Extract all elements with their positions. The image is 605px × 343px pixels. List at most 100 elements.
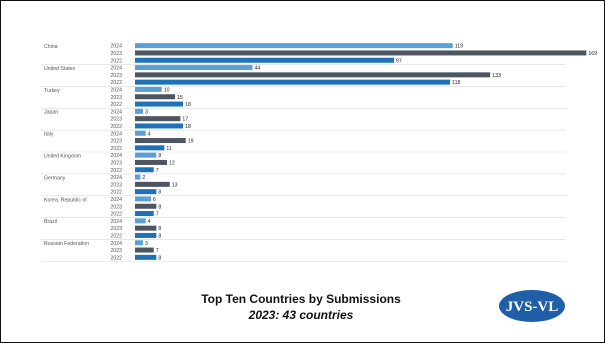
value-label: 19 bbox=[188, 139, 194, 145]
value-label: 4 bbox=[148, 131, 151, 137]
value-label: 15 bbox=[177, 95, 183, 101]
chart-title: Top Ten Countries by Submissions bbox=[201, 292, 401, 306]
year-label: 2024 bbox=[110, 241, 122, 247]
year-label: 2024 bbox=[110, 87, 122, 93]
value-label: 7 bbox=[156, 168, 159, 174]
value-label: 119 bbox=[455, 44, 463, 50]
country-label: Japan bbox=[44, 110, 58, 116]
bar-2024 bbox=[135, 196, 152, 202]
value-label: 4 bbox=[148, 219, 151, 225]
value-label: 169 bbox=[588, 51, 597, 57]
year-label: 2022 bbox=[110, 102, 122, 108]
year-label: 2024 bbox=[110, 175, 122, 181]
country-label: Turkey bbox=[44, 88, 60, 94]
country-label: Italy bbox=[44, 132, 54, 138]
country-label: Brazil bbox=[44, 219, 57, 225]
bar-2022 bbox=[135, 232, 157, 238]
year-label: 2022 bbox=[110, 58, 122, 64]
country-label: Korea, Republic of bbox=[44, 197, 87, 203]
bar-2023 bbox=[135, 247, 154, 253]
bar-2023 bbox=[135, 138, 186, 144]
year-label: 2024 bbox=[110, 44, 122, 50]
year-label: 2024 bbox=[110, 197, 122, 203]
bar-2022 bbox=[135, 123, 184, 129]
year-label: 2024 bbox=[110, 219, 122, 225]
year-label: 2023 bbox=[110, 117, 122, 123]
bar-2023 bbox=[135, 181, 170, 187]
bar-2022 bbox=[135, 254, 157, 260]
year-label: 2023 bbox=[110, 139, 122, 145]
value-label: 44 bbox=[255, 66, 261, 72]
value-label: 10 bbox=[164, 87, 170, 93]
country-label: China bbox=[44, 44, 58, 50]
year-label: 2023 bbox=[110, 226, 122, 232]
bar-2022 bbox=[135, 101, 184, 107]
bar-2023 bbox=[135, 50, 587, 56]
value-label: 2 bbox=[142, 175, 145, 181]
bar-2023 bbox=[135, 203, 157, 209]
bar-2024 bbox=[135, 86, 162, 92]
year-label: 2023 bbox=[110, 248, 122, 254]
logo-text: JVS-VL bbox=[506, 299, 559, 315]
bar-2022 bbox=[135, 189, 157, 195]
year-label: 2023 bbox=[110, 182, 122, 188]
value-label: 18 bbox=[185, 124, 191, 130]
value-label: 17 bbox=[182, 117, 188, 123]
country-label: Russian Federation bbox=[44, 241, 89, 247]
value-label: 8 bbox=[158, 255, 161, 261]
country-label: Germany bbox=[44, 175, 66, 181]
bar-2022 bbox=[135, 57, 395, 63]
value-label: 8 bbox=[158, 153, 161, 159]
year-label: 2023 bbox=[110, 73, 122, 79]
value-label: 133 bbox=[492, 73, 501, 79]
year-label: 2022 bbox=[110, 255, 122, 261]
value-label: 18 bbox=[185, 102, 191, 108]
year-label: 2024 bbox=[110, 153, 122, 159]
bar-2022 bbox=[135, 79, 451, 85]
country-label: United States bbox=[44, 66, 76, 72]
year-label: 2022 bbox=[110, 212, 122, 218]
value-label: 118 bbox=[452, 80, 460, 86]
bar-2024 bbox=[135, 240, 144, 246]
bar-2022 bbox=[135, 167, 154, 173]
year-label: 2023 bbox=[110, 95, 122, 101]
chart-subtitle: 2023: 43 countries bbox=[248, 308, 354, 322]
value-label: 7 bbox=[156, 212, 159, 218]
bar-2024 bbox=[135, 174, 141, 180]
bar-chart: China 2024 119 2023 169 2022 97 United States 20… bbox=[41, 43, 597, 262]
bar-2022 bbox=[135, 145, 165, 151]
bar-2023 bbox=[135, 72, 491, 78]
bar-2023 bbox=[135, 94, 176, 100]
bar-2022 bbox=[135, 211, 154, 217]
value-label: 8 bbox=[158, 233, 161, 239]
value-label: 8 bbox=[158, 204, 161, 210]
year-label: 2022 bbox=[110, 146, 122, 152]
value-label: 12 bbox=[169, 160, 175, 166]
value-label: 11 bbox=[166, 146, 171, 152]
value-label: 97 bbox=[396, 58, 402, 64]
value-label: 7 bbox=[156, 248, 159, 254]
logo-ellipse bbox=[499, 290, 565, 322]
year-label: 2024 bbox=[110, 66, 122, 72]
value-label: 13 bbox=[172, 182, 178, 188]
value-label: 8 bbox=[158, 226, 161, 232]
value-label: 6 bbox=[153, 197, 156, 203]
year-label: 2024 bbox=[110, 109, 122, 115]
year-label: 2022 bbox=[110, 80, 122, 86]
year-label: 2024 bbox=[110, 131, 122, 137]
year-label: 2023 bbox=[110, 204, 122, 210]
bar-2023 bbox=[135, 116, 181, 122]
year-label: 2022 bbox=[110, 124, 122, 130]
country-label: United Kingdom bbox=[44, 154, 81, 160]
value-label: 3 bbox=[145, 241, 148, 247]
bar-2024 bbox=[135, 130, 146, 136]
bar-2024 bbox=[135, 43, 453, 49]
value-label: 3 bbox=[145, 109, 148, 115]
year-label: 2023 bbox=[110, 160, 122, 166]
bar-2024 bbox=[135, 65, 253, 71]
bar-2023 bbox=[135, 225, 157, 231]
bar-2024 bbox=[135, 152, 157, 158]
year-label: 2022 bbox=[110, 190, 122, 196]
year-label: 2022 bbox=[110, 233, 122, 239]
